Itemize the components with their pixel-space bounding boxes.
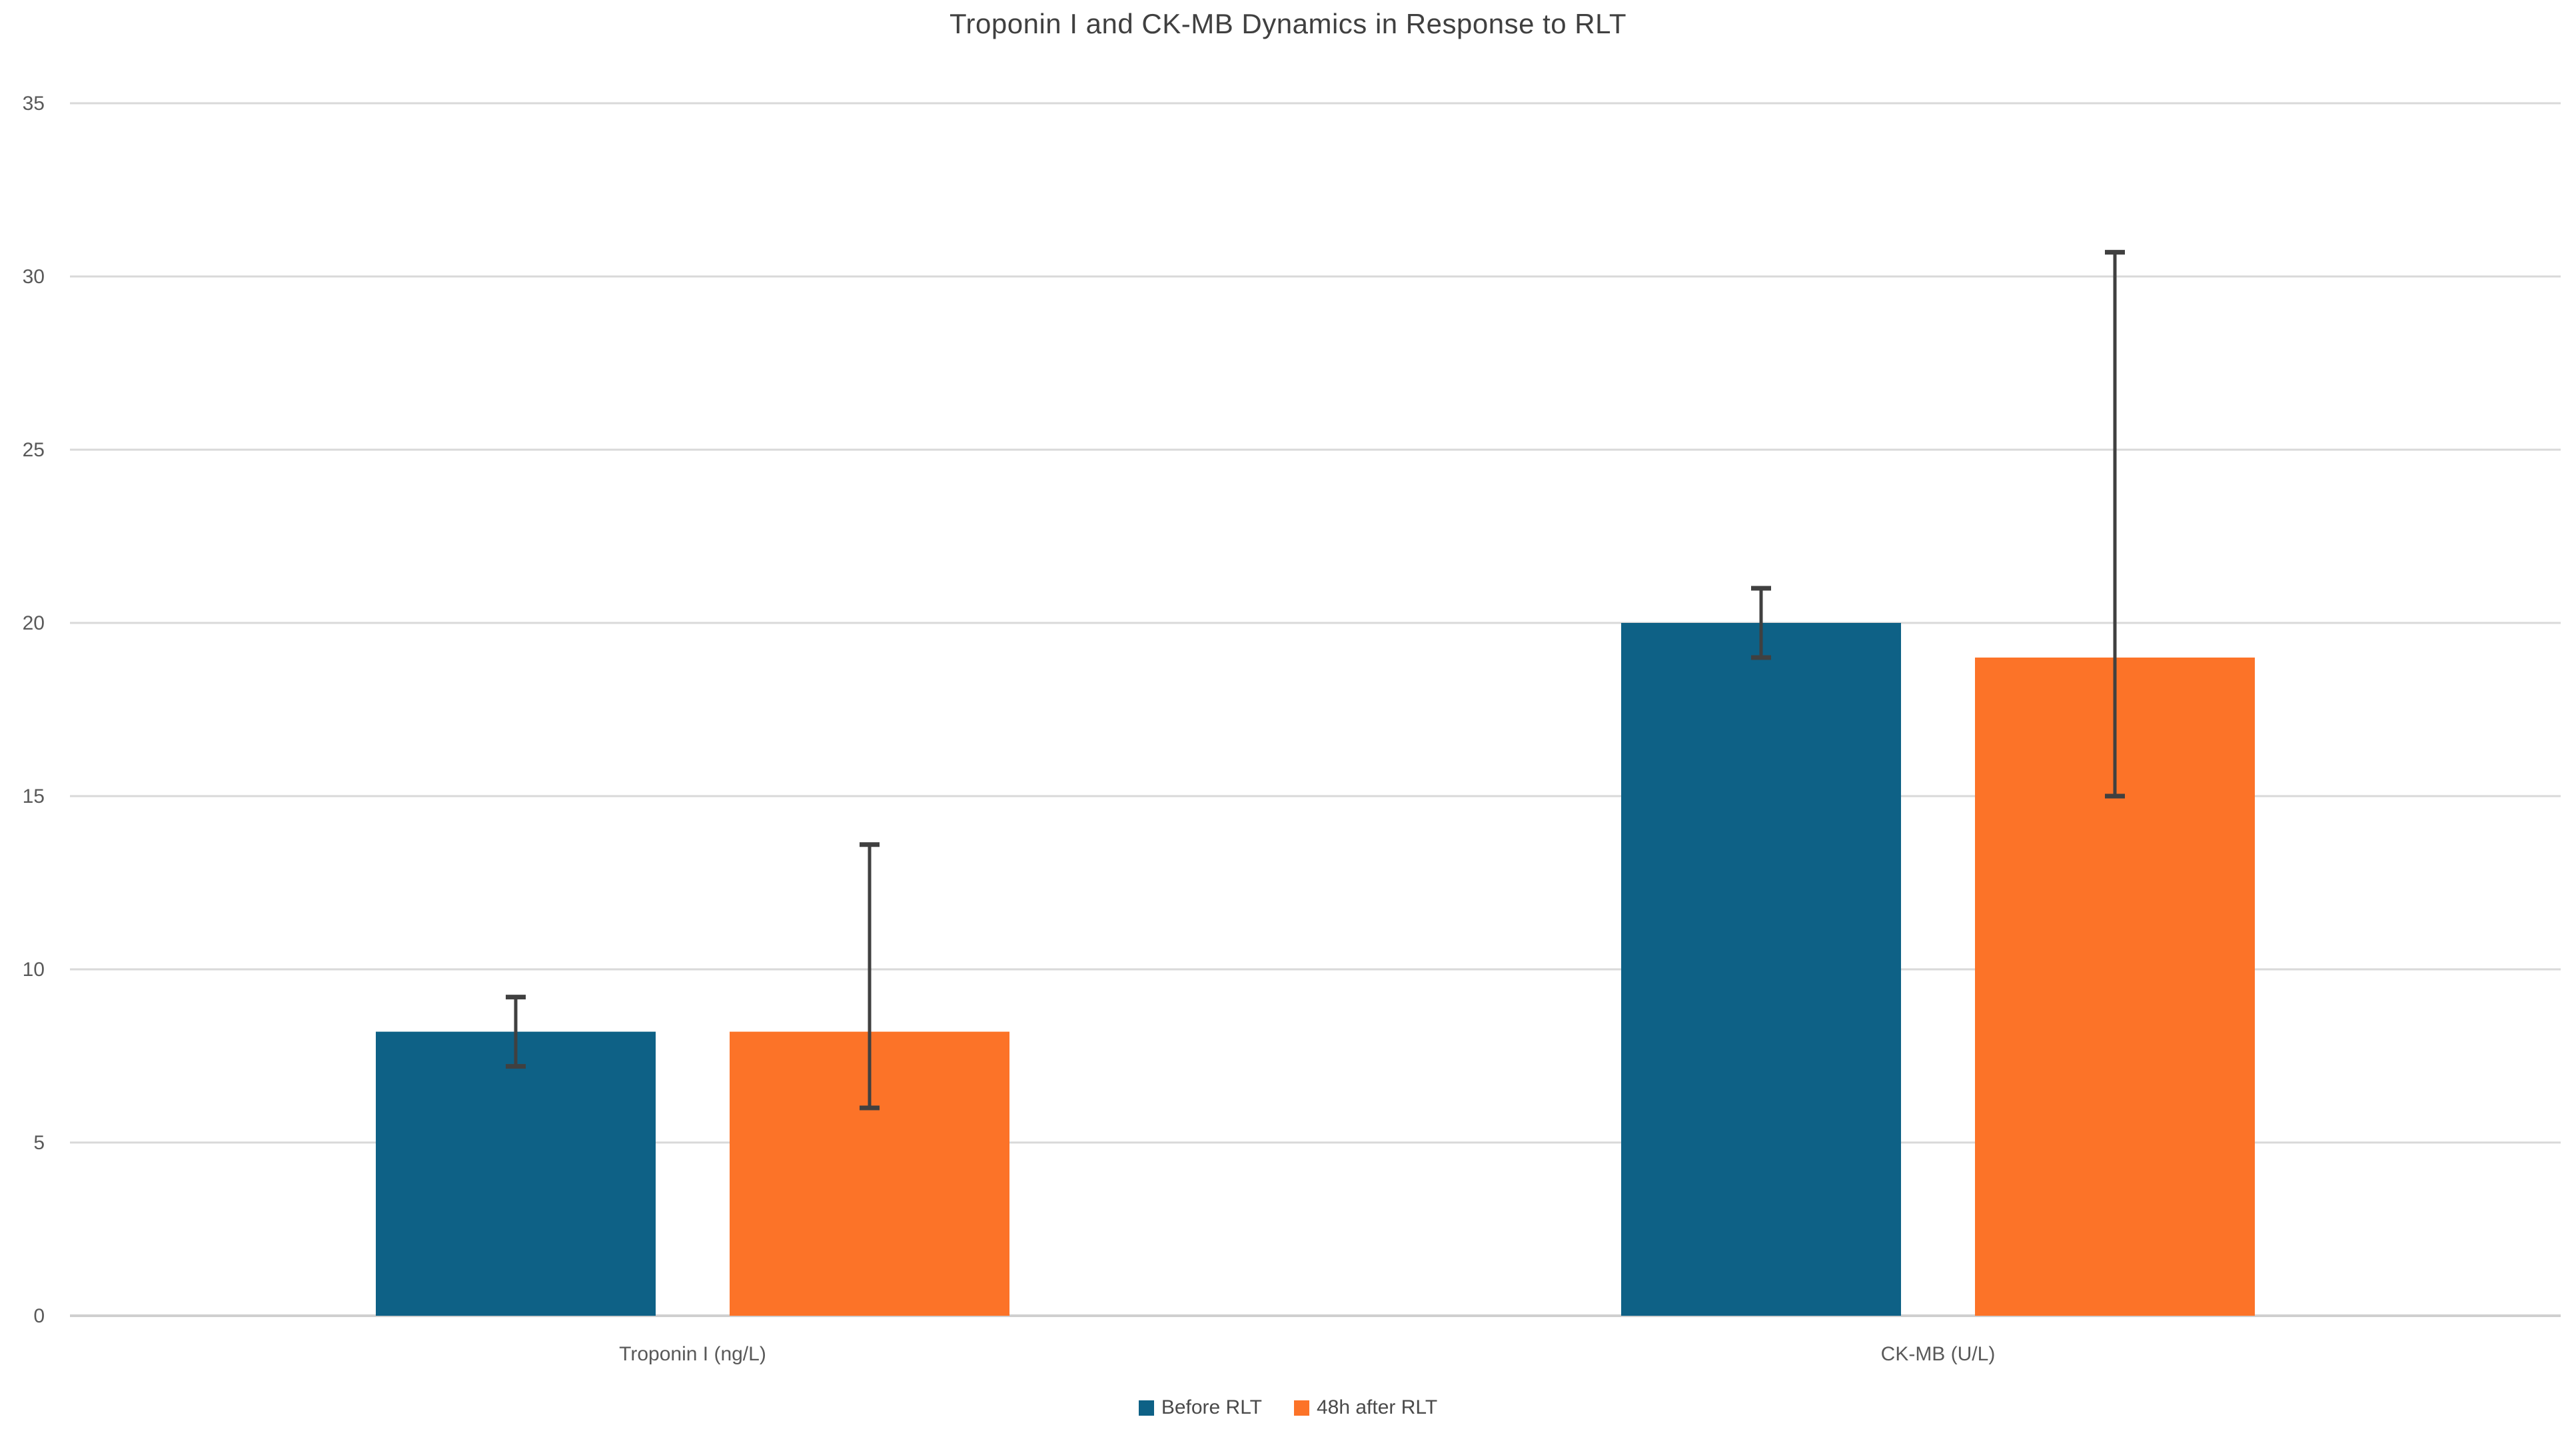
y-tick-label: 15 xyxy=(23,785,45,807)
x-category-label: Troponin I (ng/L) xyxy=(619,1343,766,1365)
y-tick-label: 30 xyxy=(23,266,45,288)
chart-legend: Before RLT 48h after RLT xyxy=(0,1396,2576,1419)
y-tick-label: 5 xyxy=(33,1132,45,1154)
legend-label: Before RLT xyxy=(1161,1396,1262,1418)
y-tick-label: 25 xyxy=(23,439,45,461)
bar-before-rlt-ckmb xyxy=(1621,623,1901,1316)
y-tick-label: 35 xyxy=(23,93,45,115)
legend-label: 48h after RLT xyxy=(1316,1396,1438,1418)
legend-swatch-icon xyxy=(1138,1400,1154,1416)
chart-title: Troponin I and CK-MB Dynamics in Respons… xyxy=(949,8,1627,39)
y-tick-label: 20 xyxy=(23,612,45,634)
y-tick-label: 0 xyxy=(33,1305,45,1327)
legend-item-48h-after-rlt: 48h after RLT xyxy=(1293,1396,1438,1419)
legend-item-before-rlt: Before RLT xyxy=(1138,1396,1262,1419)
y-tick-label: 10 xyxy=(23,959,45,981)
legend-swatch-icon xyxy=(1293,1400,1309,1416)
bar-before-rlt-troponin xyxy=(376,1031,656,1316)
x-category-label: CK-MB (U/L) xyxy=(1881,1343,1996,1365)
